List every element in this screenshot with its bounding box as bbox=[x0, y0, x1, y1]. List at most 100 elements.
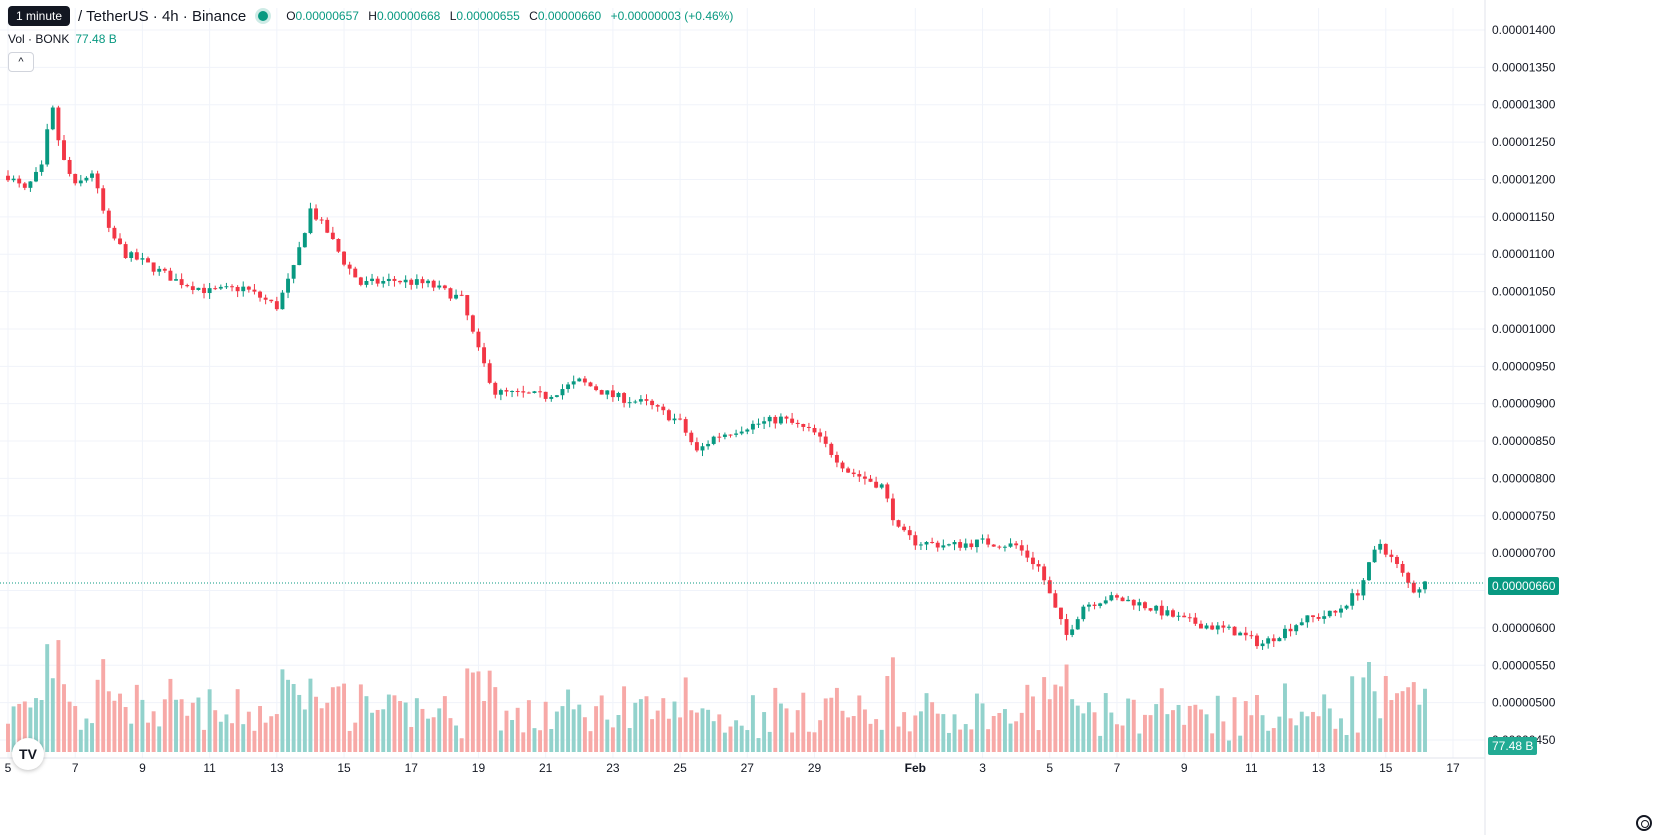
candle-body bbox=[885, 484, 890, 499]
candle-body bbox=[1355, 593, 1360, 596]
candle-body bbox=[857, 474, 862, 477]
settings-icon[interactable] bbox=[1636, 815, 1652, 831]
volume-bar bbox=[263, 722, 268, 752]
candle-body bbox=[1238, 632, 1243, 636]
volume-bar bbox=[1098, 735, 1103, 752]
candle-body bbox=[1243, 632, 1248, 636]
candle-body bbox=[650, 400, 655, 406]
candle-body bbox=[1058, 607, 1063, 620]
volume-bar bbox=[1227, 740, 1231, 752]
candle-body bbox=[1086, 604, 1091, 607]
candle-body bbox=[1215, 625, 1220, 630]
volume-bar bbox=[207, 689, 212, 752]
volume-bar bbox=[734, 720, 739, 752]
candle-body bbox=[1193, 617, 1198, 624]
volume-bar bbox=[1154, 704, 1159, 752]
candle-body bbox=[230, 286, 234, 288]
volume-bar bbox=[834, 687, 839, 752]
candle-body bbox=[594, 386, 599, 391]
candle-body bbox=[890, 498, 895, 521]
y-tick-label: 0.00000500 bbox=[1492, 696, 1556, 710]
volume-bar bbox=[1417, 704, 1422, 752]
volume-bar bbox=[818, 720, 823, 752]
candle-body bbox=[1417, 589, 1422, 593]
high-value: 0.00000668 bbox=[376, 9, 441, 23]
volume-bar bbox=[185, 715, 190, 752]
candle-body bbox=[818, 432, 823, 437]
candle-body bbox=[118, 238, 122, 245]
y-tick-label: 0.00000800 bbox=[1492, 471, 1556, 485]
candle-body bbox=[762, 421, 767, 424]
volume-bar bbox=[442, 696, 447, 752]
symbol-title[interactable]: / TetherUS · 4h · Binance bbox=[78, 7, 247, 25]
volume-bar bbox=[857, 695, 862, 752]
volume-bar bbox=[689, 710, 694, 752]
volume-bar bbox=[1092, 712, 1097, 752]
volume-bar bbox=[123, 707, 128, 752]
volume-label: Vol · BONK bbox=[8, 32, 70, 46]
candle-body bbox=[616, 393, 621, 398]
y-tick-label: 0.00000900 bbox=[1492, 397, 1556, 411]
candle-body bbox=[510, 390, 515, 392]
candle-body bbox=[554, 395, 559, 397]
candle-body bbox=[381, 281, 386, 284]
volume-bar bbox=[1204, 714, 1209, 752]
collapse-legend-button[interactable]: ^ bbox=[8, 52, 34, 72]
candle-body bbox=[577, 378, 582, 382]
candle-body bbox=[1277, 638, 1282, 642]
volume-bar bbox=[314, 696, 319, 752]
candle-body bbox=[980, 538, 985, 540]
candle-body bbox=[45, 129, 50, 165]
candle-body bbox=[1092, 604, 1097, 606]
volume-bar bbox=[11, 706, 16, 752]
candle-body bbox=[812, 427, 817, 433]
candle-body bbox=[196, 287, 201, 290]
volume-bar bbox=[1339, 718, 1343, 752]
candle-body bbox=[767, 416, 772, 422]
candle-body bbox=[140, 258, 145, 260]
volume-bar bbox=[532, 728, 537, 752]
candle-body bbox=[1411, 582, 1416, 593]
volume-bar bbox=[918, 711, 923, 752]
candle-body bbox=[1014, 543, 1019, 546]
candle-body bbox=[582, 378, 587, 383]
candle-body bbox=[342, 251, 347, 265]
candle-body bbox=[336, 238, 341, 252]
volume-bar bbox=[426, 718, 431, 752]
candle-body bbox=[734, 433, 739, 435]
volume-bar bbox=[862, 709, 867, 752]
x-tick-label: 9 bbox=[1181, 761, 1188, 775]
volume-bar bbox=[56, 640, 61, 752]
volume-bar bbox=[1171, 710, 1175, 752]
volume-bar bbox=[526, 700, 531, 752]
volume-bar bbox=[448, 718, 453, 752]
candle-body bbox=[1075, 619, 1080, 630]
volume-bar bbox=[1294, 725, 1299, 752]
volume-bar bbox=[907, 731, 912, 752]
volume-bar bbox=[140, 699, 145, 752]
volume-bar bbox=[594, 706, 599, 752]
candle-body bbox=[297, 247, 302, 266]
volume-bar bbox=[678, 717, 683, 752]
candle-body bbox=[1221, 625, 1226, 628]
volume-bar bbox=[95, 679, 100, 752]
volume-bar bbox=[706, 709, 711, 752]
volume-bar bbox=[728, 726, 733, 752]
volume-bar bbox=[806, 731, 811, 752]
candle-body bbox=[1142, 602, 1147, 609]
candle-body bbox=[1064, 619, 1069, 635]
candle-body bbox=[448, 288, 453, 299]
candle-body bbox=[1120, 597, 1125, 602]
change-value: +0.00000003 (+0.46%) bbox=[610, 9, 734, 23]
x-tick-label: Feb bbox=[905, 761, 926, 775]
volume-bar bbox=[1215, 695, 1220, 752]
volume-bar bbox=[17, 703, 22, 752]
candle-body bbox=[1171, 610, 1175, 617]
candle-body bbox=[706, 443, 711, 447]
volume-bar bbox=[1243, 701, 1248, 752]
volume-bar bbox=[1036, 730, 1041, 752]
y-tick-label: 0.00000950 bbox=[1492, 359, 1556, 373]
volume-bar bbox=[493, 687, 498, 752]
tradingview-logo[interactable]: TV bbox=[12, 738, 44, 770]
